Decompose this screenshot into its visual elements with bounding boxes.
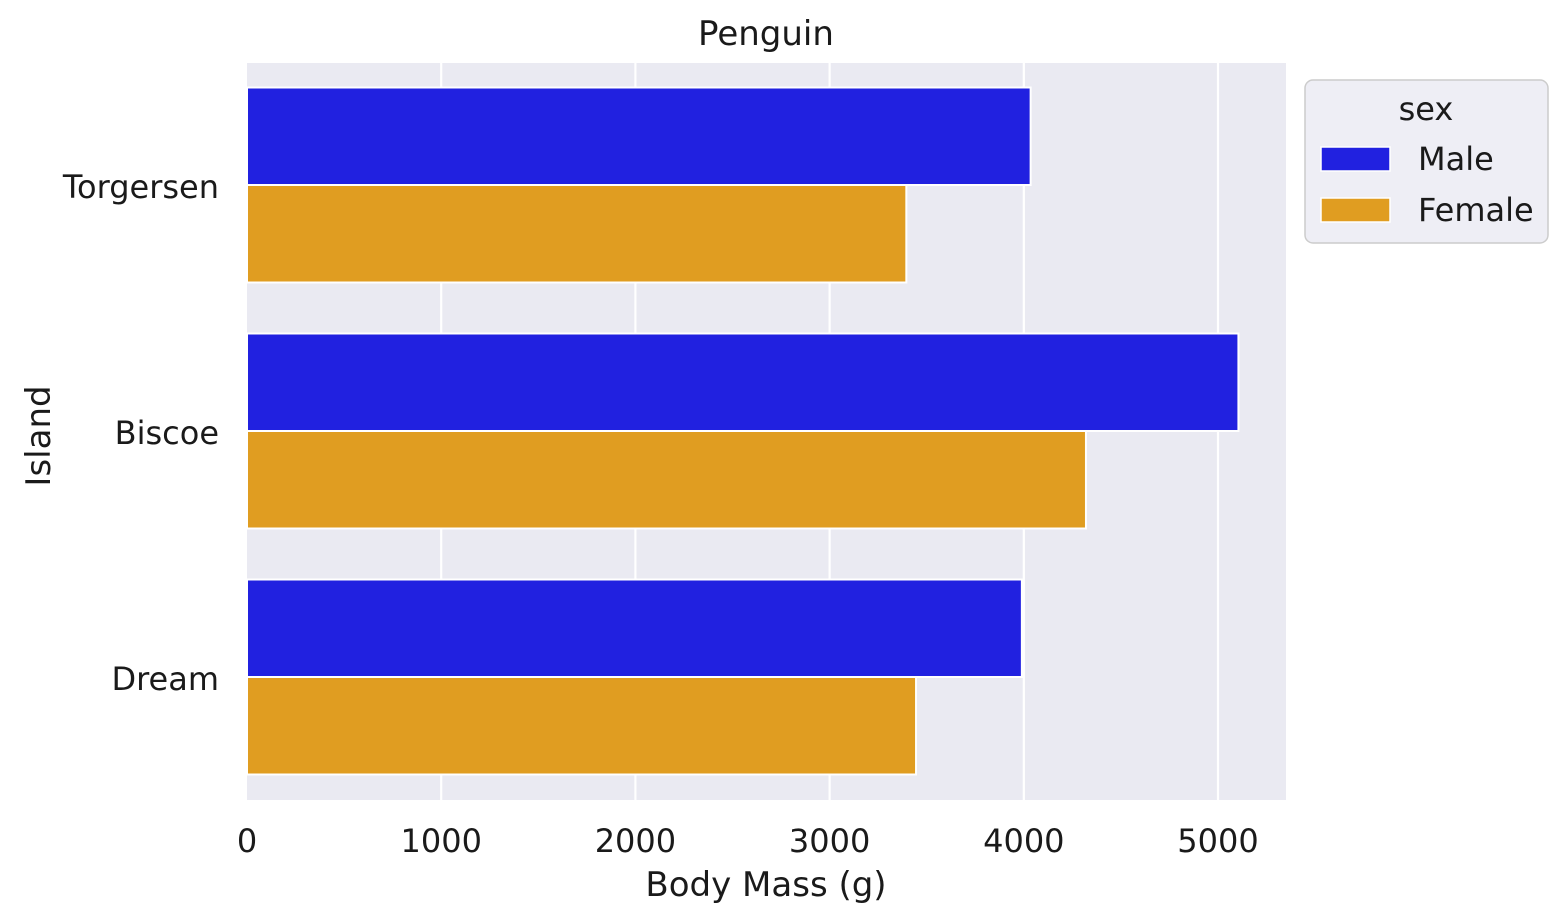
x-axis-label: Body Mass (g) [645,865,886,905]
legend-label-male: Male [1418,140,1494,178]
y-tick-label-torgersen: Torgersen [62,168,219,206]
y-tick-label-biscoe: Biscoe [115,414,219,452]
bar-torgersen-male [246,86,1032,186]
bar-torgersen-female [246,184,908,284]
bar-dream-female [246,676,918,776]
x-tick-labels: 0 1000 2000 3000 4000 5000 [237,822,1259,860]
x-tick-label-3000: 3000 [789,822,870,860]
y-tick-label-dream: Dream [111,660,219,698]
bar-biscoe-male [246,332,1240,432]
bar-biscoe-female [246,430,1087,530]
x-tick-label-5000: 5000 [1177,822,1258,860]
legend-title: sex [1399,90,1454,128]
x-tick-label-4000: 4000 [983,822,1064,860]
legend-swatch-female [1320,197,1391,223]
y-axis-label: Island [19,385,59,486]
legend-entries: Male Female [1320,140,1534,229]
bars [246,86,1240,776]
legend-label-female: Female [1418,191,1534,229]
x-tick-label-1000: 1000 [400,822,481,860]
x-tick-label-2000: 2000 [595,822,676,860]
y-tick-labels: Torgersen Biscoe Dream [62,168,219,698]
legend: sex Male Female [1304,79,1549,244]
legend-swatch-male [1320,146,1391,172]
x-tick-label-0: 0 [237,822,257,860]
chart-title: Penguin [698,14,834,54]
bar-dream-male [246,578,1023,678]
